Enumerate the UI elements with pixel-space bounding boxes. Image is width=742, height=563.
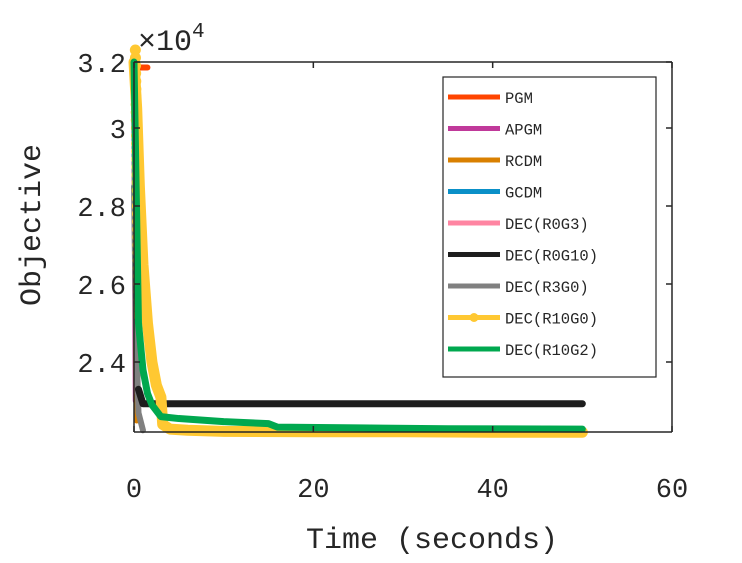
legend-label: DEC(R10G0)	[505, 311, 598, 329]
legend-label: DEC(R0G3)	[505, 216, 589, 234]
y-tick-label: 2.6	[77, 273, 126, 303]
legend-label: PGM	[505, 90, 533, 108]
legend-label: APGM	[505, 122, 542, 140]
legend-label: DEC(R0G10)	[505, 248, 598, 266]
legend-label: DEC(R10G2)	[505, 342, 598, 360]
x-axis-label: Time (seconds)	[306, 524, 558, 558]
legend-label: RCDM	[505, 153, 542, 171]
y-tick-label: 3	[110, 117, 126, 147]
y-tick-label: 3.2	[77, 51, 126, 81]
x-tick-label: 60	[656, 476, 688, 506]
legend-label: GCDM	[505, 185, 542, 203]
y-tick-label: 2.8	[77, 195, 126, 225]
series-line	[134, 385, 586, 408]
ticks: 0 20 40 60 2.4 2.6 2.8 3 3.2	[77, 51, 688, 506]
y-axis-label: Objective	[16, 144, 50, 306]
x-tick-label: 0	[126, 476, 142, 506]
series-marker	[129, 44, 141, 56]
legend-label: DEC(R3G0)	[505, 279, 589, 297]
axes	[133, 61, 673, 433]
x-tick-label: 20	[297, 476, 329, 506]
x-tick-label: 40	[476, 476, 508, 506]
y-multiplier: ×104	[138, 21, 205, 60]
y-tick-label: 2.4	[77, 351, 126, 381]
legend: PGM APGM RCDM GCDM DEC(R0G3) DEC(R0G10) DEC(R3…	[442, 76, 657, 378]
series-line	[130, 58, 586, 433]
